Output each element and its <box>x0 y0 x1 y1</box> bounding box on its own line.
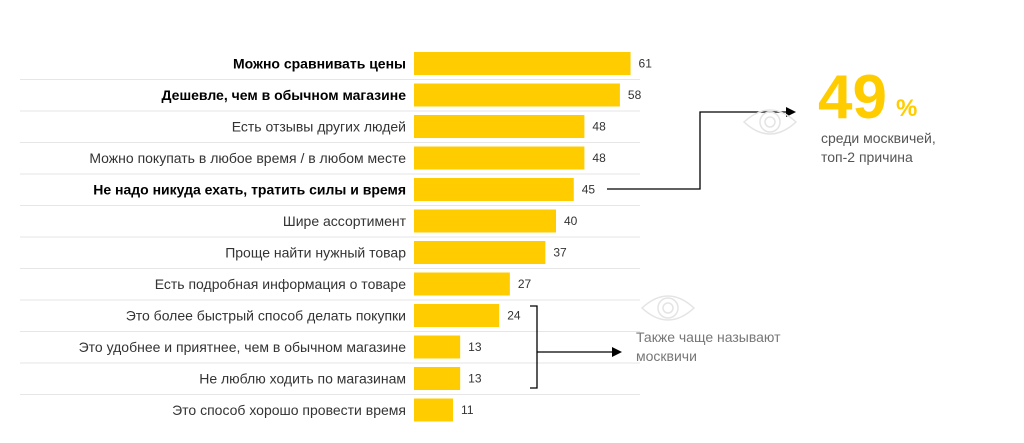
callout-text-bottom-line2: москвичи <box>636 348 697 364</box>
bracket <box>530 305 538 389</box>
value-label: 48 <box>592 151 606 165</box>
category-label: Есть отзывы других людей <box>232 119 406 135</box>
bar-row: Это способ хорошо провести время 11 <box>20 394 640 422</box>
category-label: Дешевле, чем в обычном магазине <box>162 87 407 103</box>
value-label: 24 <box>507 309 521 323</box>
value-label: 13 <box>468 372 482 386</box>
callout-text-line1: среди москвичей, <box>821 130 936 146</box>
category-label: Это более быстрый способ делать покупки <box>126 308 406 324</box>
value-label: 13 <box>468 340 482 354</box>
category-label: Можно сравнивать цены <box>233 56 406 72</box>
bar-row: Это удобнее и приятнее, чем в обычном ма… <box>20 331 640 359</box>
bottom-callout: Также чаще называют москвичи <box>530 295 781 389</box>
bar-row: Не надо никуда ехать, тратить силы и вре… <box>20 173 640 201</box>
category-label: Проще найти нужный товар <box>225 245 406 261</box>
arrow-head-top <box>786 107 796 117</box>
bar <box>414 146 585 170</box>
callout-big-number: 49 <box>818 63 887 132</box>
bar <box>414 209 556 233</box>
eye-icon <box>640 295 696 321</box>
category-label: Не надо никуда ехать, тратить силы и вре… <box>93 182 406 198</box>
bar-row: Дешевле, чем в обычном магазине 58 <box>20 79 642 107</box>
bar-row: Есть подробная информация о товаре 27 <box>20 268 640 296</box>
value-label: 37 <box>553 246 567 260</box>
category-label: Шире ассортимент <box>283 213 407 229</box>
bar-row: Можно покупать в любое время / в любом м… <box>20 142 640 170</box>
callout-text-bottom-line1: Также чаще называют <box>636 329 781 345</box>
bar <box>414 398 454 422</box>
category-label: Не люблю ходить по магазинам <box>199 371 406 387</box>
bar <box>414 272 510 296</box>
callout-text-line2: топ-2 причина <box>821 149 913 165</box>
value-label: 45 <box>582 183 596 197</box>
value-label: 58 <box>628 88 642 102</box>
arrow-head-bottom <box>612 347 622 357</box>
top-callout: 49 % среди москвичей, топ-2 причина <box>607 63 936 190</box>
bar-row: Шире ассортимент 40 <box>20 205 640 233</box>
bar-row: Можно сравнивать цены 61 <box>233 52 652 75</box>
value-label: 40 <box>564 214 578 228</box>
bar <box>414 83 620 107</box>
callout-connector-top <box>607 111 790 190</box>
bar <box>414 178 574 201</box>
callout-percent-sign: % <box>896 95 917 122</box>
bar-row: Это более быстрый способ делать покупки 2… <box>20 299 640 327</box>
value-label: 11 <box>461 403 474 417</box>
bar <box>414 241 546 264</box>
bar-rows: Можно сравнивать цены 61 Дешевле, чем в об… <box>20 52 652 422</box>
bar-row: Не люблю ходить по магазинам 13 <box>20 362 640 390</box>
category-label: Это удобнее и приятнее, чем в обычном ма… <box>79 339 407 355</box>
category-label: Это способ хорошо провести время <box>172 402 406 418</box>
category-label: Можно покупать в любое время / в любом м… <box>89 150 406 166</box>
bar <box>414 115 585 138</box>
value-label: 61 <box>639 57 653 71</box>
value-label: 27 <box>518 277 532 291</box>
value-label: 48 <box>592 120 606 134</box>
bar <box>414 52 631 75</box>
bar <box>414 335 461 359</box>
eye-icon <box>742 109 798 135</box>
bar-row: Проще найти нужный товар 37 <box>20 236 640 264</box>
bar-row: Есть отзывы других людей 48 <box>20 110 640 138</box>
bar <box>414 304 500 327</box>
bar <box>414 367 461 390</box>
category-label: Есть подробная информация о товаре <box>155 276 407 292</box>
